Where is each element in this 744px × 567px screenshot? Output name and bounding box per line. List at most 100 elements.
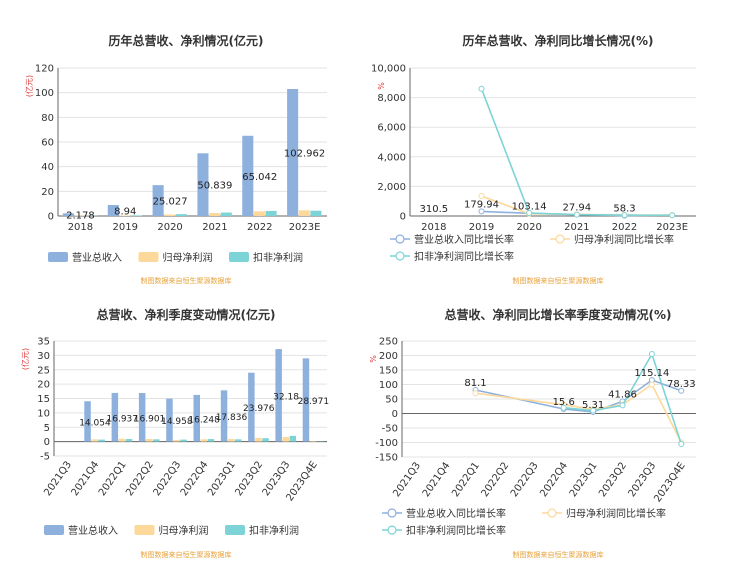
bar-扣非净利润 bbox=[207, 439, 215, 442]
y-tick-label: 250 bbox=[379, 337, 398, 348]
bar-扣非净利润 bbox=[289, 435, 297, 442]
bar-营业总收入 bbox=[111, 392, 119, 442]
y-tick-label: 120 bbox=[35, 64, 54, 75]
data-point bbox=[678, 387, 685, 394]
source-note: 制图数据来自恒生聚源数据库 bbox=[140, 277, 232, 285]
x-tick-label: 2023Q2 bbox=[597, 460, 629, 499]
x-tick-label: 2018 bbox=[421, 222, 446, 233]
y-tick-label: -5 bbox=[40, 452, 50, 463]
chart-title: 总营收、净利季度变动情况(亿元) bbox=[96, 308, 276, 322]
data-label: 310.5 bbox=[420, 204, 449, 215]
data-label: 5.31 bbox=[582, 400, 604, 411]
y-tick-label: 100 bbox=[379, 380, 398, 391]
legend-marker bbox=[395, 251, 405, 261]
x-tick-label: 2020 bbox=[516, 222, 541, 233]
legend-swatch bbox=[225, 525, 245, 535]
y-axis-unit-label: % bbox=[377, 82, 386, 90]
legend-label: 扣非净利润同比增长率 bbox=[406, 524, 506, 537]
data-label: 15.6 bbox=[553, 397, 575, 408]
bar-扣非净利润 bbox=[262, 438, 269, 442]
legend-label: 营业总收入 bbox=[72, 251, 122, 264]
x-tick-label: 2022 bbox=[247, 222, 272, 233]
y-tick-label: 0 bbox=[44, 437, 50, 448]
bar-扣非净利润 bbox=[310, 210, 322, 216]
legend-label: 营业总收入同比增长率 bbox=[406, 507, 506, 520]
y-axis-unit-label: (亿元) bbox=[24, 75, 34, 97]
bar-营业总收入 bbox=[62, 213, 74, 216]
x-tick-label: 2020 bbox=[157, 222, 182, 233]
x-tick-label: 2023E bbox=[289, 222, 321, 233]
bar-扣非净利润 bbox=[180, 439, 187, 442]
y-tick-label: 40 bbox=[41, 162, 54, 173]
bar-归母净利润 bbox=[173, 439, 180, 442]
bar-营业总收入 bbox=[107, 204, 119, 216]
data-label: 16.937 bbox=[107, 414, 139, 424]
y-tick-label: 20 bbox=[41, 187, 54, 198]
bar-营业总收入 bbox=[152, 185, 164, 216]
y-axis-unit-label: % bbox=[369, 355, 378, 363]
x-tick-label: 2021 bbox=[202, 222, 227, 233]
y-tick-label: 30 bbox=[37, 351, 50, 362]
y-tick-label: 2,000 bbox=[377, 182, 406, 193]
data-label: 14.054 bbox=[79, 418, 111, 428]
bar-营业总收入 bbox=[220, 390, 228, 442]
data-label: 103.14 bbox=[512, 201, 547, 212]
y-tick-label: 35 bbox=[37, 337, 50, 348]
bar-归母净利润 bbox=[146, 439, 153, 442]
data-point bbox=[478, 193, 485, 200]
data-label: 8.94 bbox=[114, 206, 136, 217]
y-tick-label: 80 bbox=[41, 113, 54, 124]
bar-归母净利润 bbox=[253, 211, 265, 216]
series-line-归母净利润同比增长率 bbox=[475, 383, 683, 443]
y-tick-label: 0 bbox=[392, 409, 398, 420]
y-tick-label: 25 bbox=[37, 365, 50, 376]
data-point bbox=[619, 402, 626, 409]
y-tick-label: 0 bbox=[48, 212, 54, 223]
bar-归母净利润 bbox=[209, 213, 221, 216]
x-tick-label: 2022Q4 bbox=[538, 460, 570, 499]
data-point bbox=[648, 381, 655, 388]
data-label: 16.901 bbox=[134, 414, 166, 424]
data-label: 17.836 bbox=[216, 413, 248, 423]
legend-swatch bbox=[134, 525, 155, 535]
data-label: 179.94 bbox=[464, 199, 499, 210]
bar-营业总收入 bbox=[287, 89, 299, 216]
x-tick-label: 2022Q3 bbox=[509, 460, 541, 499]
data-label: 28.971 bbox=[298, 397, 330, 407]
annual-growth-panel: 历年总营收、净利同比增长情况(%) 0 2,000 4,000 6,000 8,000 1… bbox=[371, 0, 744, 285]
bar-扣非净利润 bbox=[175, 214, 187, 216]
bar-营业总收入 bbox=[302, 358, 310, 442]
data-label: 81.1 bbox=[464, 378, 486, 389]
legend-label: 归母净利润同比增长率 bbox=[566, 507, 666, 520]
bar-归母净利润 bbox=[227, 439, 235, 442]
legend-marker bbox=[395, 234, 405, 244]
data-label: 14.958 bbox=[161, 417, 193, 427]
bar-归母净利润 bbox=[91, 439, 98, 442]
y-tick-label: 20 bbox=[37, 380, 50, 391]
chart-title: 历年总营收、净利同比增长情况(%) bbox=[462, 34, 654, 48]
series-line-扣非净利润同比增长率 bbox=[480, 88, 673, 217]
y-tick-label: 0 bbox=[400, 212, 406, 223]
bar-扣非净利润 bbox=[265, 210, 277, 216]
data-point bbox=[472, 390, 479, 397]
data-label: 50.839 bbox=[197, 181, 232, 192]
data-point bbox=[478, 85, 485, 92]
legend-label: 归母净利润 bbox=[159, 524, 209, 537]
legend-swatch bbox=[229, 252, 249, 262]
data-label: 78.33 bbox=[667, 379, 696, 390]
bar-扣非净利润 bbox=[98, 439, 105, 442]
y-tick-label: 10,000 bbox=[371, 64, 406, 75]
legend-swatch bbox=[138, 252, 159, 262]
data-point bbox=[478, 208, 485, 215]
bar-归母净利润 bbox=[282, 437, 289, 442]
data-point bbox=[621, 212, 628, 219]
x-tick-label: 2021 bbox=[564, 222, 589, 233]
bar-营业总收入 bbox=[275, 349, 282, 442]
bar-归母净利润 bbox=[309, 441, 317, 442]
y-tick-label: 15 bbox=[37, 394, 50, 405]
data-label: 23.976 bbox=[243, 404, 275, 414]
chart-title: 总营收、净利同比增长率季度变动情况(%) bbox=[444, 308, 672, 322]
y-tick-label: -100 bbox=[375, 438, 398, 449]
bar-营业总收入 bbox=[197, 153, 209, 216]
annual-growth-chart: 0 2,000 4,000 6,000 8,000 10,000 2018 2019 2020 2… bbox=[371, 64, 696, 263]
